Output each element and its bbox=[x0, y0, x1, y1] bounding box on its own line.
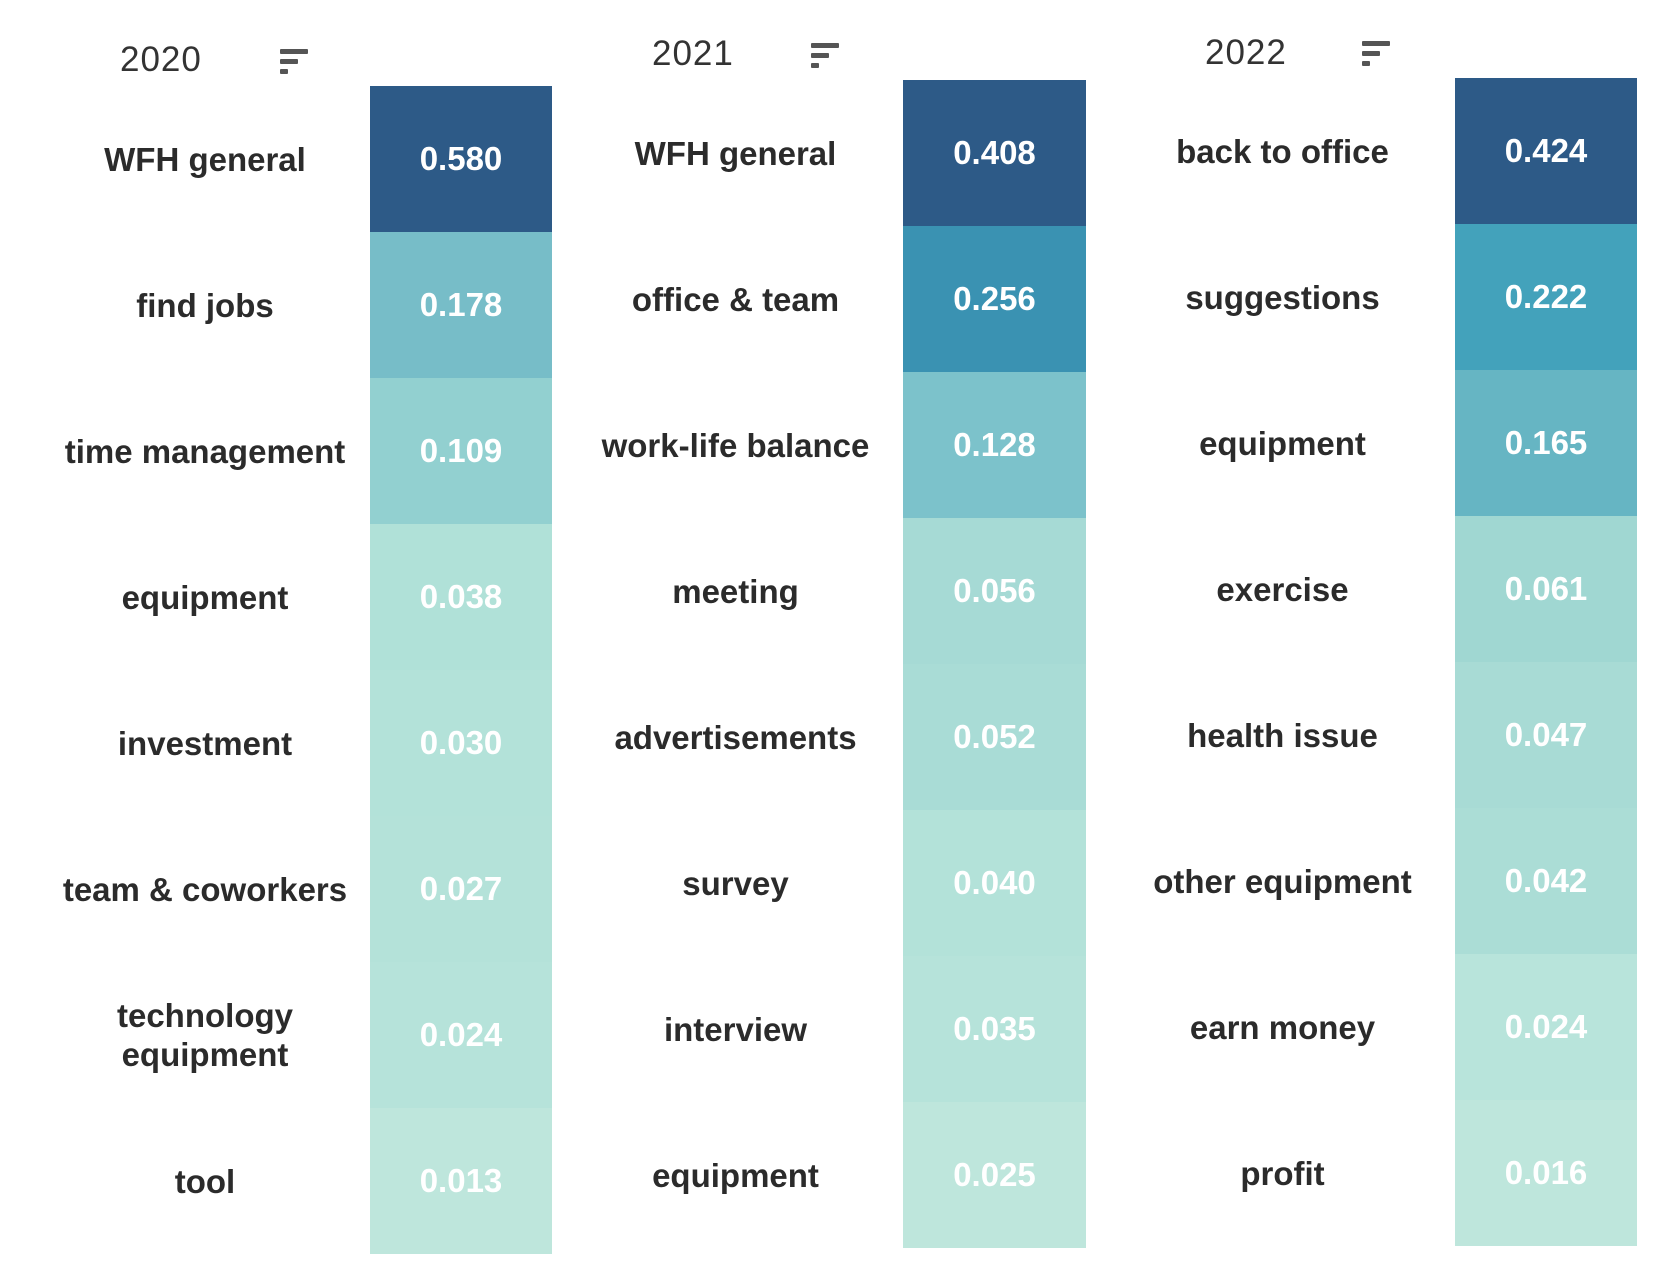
topic-label: advertisements bbox=[614, 718, 857, 756]
value-cell: 0.222 bbox=[1455, 224, 1637, 370]
topic-label: tool bbox=[174, 1162, 236, 1200]
topic-label: equipment bbox=[121, 578, 289, 616]
value-cell: 0.061 bbox=[1455, 516, 1637, 662]
topic-row-exercise: exercise 0.061 bbox=[1110, 516, 1637, 662]
topic-label: work-life balance bbox=[601, 426, 870, 464]
topic-row-time-management: time management 0.109 bbox=[40, 378, 552, 524]
panel-header: 2022 bbox=[1110, 0, 1637, 90]
topic-row-equipment: equipment 0.025 bbox=[568, 1102, 1086, 1248]
topic-row-advertisements: advertisements 0.052 bbox=[568, 664, 1086, 810]
topic-label: investment bbox=[117, 724, 293, 762]
topic-label: survey bbox=[682, 864, 789, 902]
sort-icon[interactable] bbox=[811, 43, 843, 75]
topic-label: WFH general bbox=[104, 140, 306, 178]
topic-label: suggestions bbox=[1185, 278, 1380, 316]
value-cell: 0.056 bbox=[903, 518, 1086, 664]
value-cell: 0.109 bbox=[370, 378, 552, 524]
topic-row-interview: interview 0.035 bbox=[568, 956, 1086, 1102]
value-cell: 0.408 bbox=[903, 80, 1086, 226]
topic-row-office-and-team: office & team 0.256 bbox=[568, 226, 1086, 372]
panel-2020: 2020 WFH general 0.580 find jobs 0.178 time m… bbox=[40, 0, 552, 1279]
topic-label: back to office bbox=[1176, 132, 1389, 170]
topic-label: office & team bbox=[631, 280, 840, 318]
topic-row-equipment: equipment 0.038 bbox=[40, 524, 552, 670]
topic-row-suggestions: suggestions 0.222 bbox=[1110, 224, 1637, 370]
topic-label: find jobs bbox=[136, 286, 274, 324]
value-cell: 0.025 bbox=[903, 1102, 1086, 1248]
value-cell: 0.042 bbox=[1455, 808, 1637, 954]
topic-label: earn money bbox=[1189, 1008, 1376, 1046]
value-cell: 0.580 bbox=[370, 86, 552, 232]
topic-row-equipment: equipment 0.165 bbox=[1110, 370, 1637, 516]
topic-label: interview bbox=[663, 1010, 808, 1048]
value-cell: 0.052 bbox=[903, 664, 1086, 810]
value-cell: 0.024 bbox=[370, 962, 552, 1108]
panel-2022: 2022 back to office 0.424 suggestions 0.222 e… bbox=[1110, 0, 1637, 1279]
value-cell: 0.024 bbox=[1455, 954, 1637, 1100]
panel-header: 2021 bbox=[568, 0, 1086, 90]
topic-row-meeting: meeting 0.056 bbox=[568, 518, 1086, 664]
year-label: 2021 bbox=[652, 34, 734, 73]
panel-header: 2020 bbox=[40, 0, 552, 90]
topic-row-team-and-coworkers: team & coworkers 0.027 bbox=[40, 816, 552, 962]
topic-row-profit: profit 0.016 bbox=[1110, 1100, 1637, 1246]
topic-row-work-life-balance: work-life balance 0.128 bbox=[568, 372, 1086, 518]
topic-label: technology equipment bbox=[116, 997, 293, 1073]
topic-row-find-jobs: find jobs 0.178 bbox=[40, 232, 552, 378]
topic-label: profit bbox=[1240, 1154, 1325, 1192]
topic-label: equipment bbox=[1199, 424, 1366, 462]
topic-label: time management bbox=[64, 432, 346, 470]
value-cell: 0.424 bbox=[1455, 78, 1637, 224]
topic-label: team & coworkers bbox=[62, 870, 348, 908]
topic-row-investment: investment 0.030 bbox=[40, 670, 552, 816]
topic-label: exercise bbox=[1216, 570, 1349, 608]
value-cell: 0.038 bbox=[370, 524, 552, 670]
value-cell: 0.047 bbox=[1455, 662, 1637, 808]
value-cell: 0.027 bbox=[370, 816, 552, 962]
value-cell: 0.035 bbox=[903, 956, 1086, 1102]
panel-2021: 2021 WFH general 0.408 office & team 0.256 wo… bbox=[568, 0, 1086, 1279]
year-label: 2022 bbox=[1205, 33, 1287, 72]
topic-row-tool: tool 0.013 bbox=[40, 1108, 552, 1254]
topic-row-wfh-general: WFH general 0.408 bbox=[568, 80, 1086, 226]
topic-label: equipment bbox=[652, 1156, 819, 1194]
value-cell: 0.013 bbox=[370, 1108, 552, 1254]
value-cell: 0.030 bbox=[370, 670, 552, 816]
value-cell: 0.178 bbox=[370, 232, 552, 378]
topic-row-health-issue: health issue 0.047 bbox=[1110, 662, 1637, 808]
value-cell: 0.256 bbox=[903, 226, 1086, 372]
topic-label: WFH general bbox=[634, 134, 837, 172]
topic-row-technology-equipment: technology equipment 0.024 bbox=[40, 962, 552, 1108]
topic-row-back-to-office: back to office 0.424 bbox=[1110, 78, 1637, 224]
topic-label: health issue bbox=[1187, 716, 1378, 754]
topic-row-earn-money: earn money 0.024 bbox=[1110, 954, 1637, 1100]
value-cell: 0.165 bbox=[1455, 370, 1637, 516]
topic-row-wfh-general: WFH general 0.580 bbox=[40, 86, 552, 232]
value-cell: 0.128 bbox=[903, 372, 1086, 518]
topic-label: other equipment bbox=[1153, 862, 1412, 900]
sort-icon[interactable] bbox=[1362, 41, 1394, 73]
topic-label: meeting bbox=[672, 572, 799, 610]
topic-row-survey: survey 0.040 bbox=[568, 810, 1086, 956]
year-label: 2020 bbox=[120, 40, 202, 79]
value-cell: 0.040 bbox=[903, 810, 1086, 956]
value-cell: 0.016 bbox=[1455, 1100, 1637, 1246]
sort-icon[interactable] bbox=[280, 49, 312, 81]
topic-row-other-equipment: other equipment 0.042 bbox=[1110, 808, 1637, 954]
